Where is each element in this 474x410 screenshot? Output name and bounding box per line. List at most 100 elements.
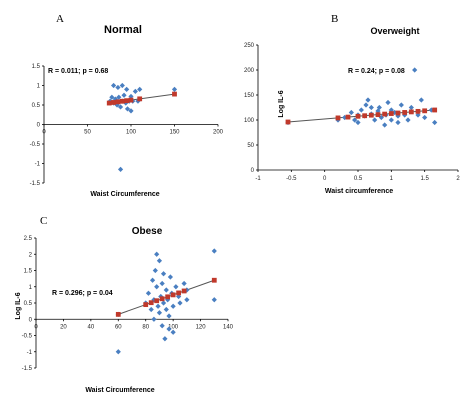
panel-a-y-tick-label: 0.5: [32, 103, 41, 109]
panel-c-data-point: [155, 303, 161, 309]
panel-b-data-point: [405, 117, 411, 123]
panel-b-x-tick-label: -1: [255, 176, 261, 182]
panel-b-fit-marker: [422, 108, 428, 114]
panel-c-x-tick-label: 60: [115, 324, 122, 330]
panel-b-data-point: [348, 109, 354, 116]
panel-b-data-point: [355, 119, 361, 126]
panel-b-data-point: [352, 117, 358, 123]
panel-b-x-tick-label: 1.5: [420, 176, 429, 182]
panel-b-x-tick-label: 0: [323, 176, 327, 182]
panel-a-x-tick-label: 150: [169, 130, 180, 136]
panel-c-data-point: [184, 297, 190, 303]
panel-c-data-point: [167, 274, 173, 280]
panel-a-y-tick-label: -1: [35, 162, 41, 168]
panel-c-fit-marker: [181, 288, 187, 294]
panel-c-fit-marker: [154, 298, 160, 304]
panel-b-x-tick-label: 1: [390, 176, 394, 182]
panel-a-data-point: [128, 108, 134, 114]
panel-c-fit-marker: [159, 296, 165, 302]
panel-b: B Overweight R = 0.24; p = 0.08 Waist ci…: [244, 13, 460, 195]
panel-c-data-point: [162, 336, 168, 342]
panel-c-data-point: [160, 271, 167, 277]
panel-c-annotation: R = 0.296; p = 0.04: [52, 290, 113, 297]
panel-c-y-tick-label: 1.5: [24, 269, 33, 275]
panel-c-x-tick-label: 120: [196, 324, 207, 330]
panel-c-y-tick-label: -0.5: [22, 334, 33, 340]
panel-c-data-point: [145, 290, 152, 296]
panel-c-x-tick-label: 0: [34, 324, 38, 330]
panel-b-title: Overweight: [370, 26, 419, 36]
panel-a-y-tick-label: -0.5: [30, 142, 41, 148]
panel-c-data-point: [166, 326, 172, 332]
panel-b-letter: B: [331, 13, 338, 25]
panel-c-y-tick-label: 0.5: [24, 301, 33, 307]
panel-b-data-point: [382, 122, 388, 128]
panel-c-data-point: [170, 329, 176, 335]
panel-c-x-tick-label: 40: [88, 324, 95, 330]
panel-b-data-point: [432, 119, 438, 126]
panel-c-data-point: [170, 303, 176, 309]
panel-c: C Obese R = 0.296; p = 0.04 Waist Circum…: [15, 215, 234, 394]
panel-b-data-point: [412, 67, 418, 73]
panel-a-fit-marker: [124, 98, 130, 104]
panel-a-data-point: [114, 102, 120, 108]
panel-c-x-tick-label: 80: [142, 324, 149, 330]
panel-b-fit-marker: [355, 113, 361, 119]
panel-b-y-tick-label: 100: [244, 118, 255, 124]
panel-c-data-point: [160, 300, 167, 306]
panel-b-data-point: [392, 109, 398, 116]
panel-c-fit-marker: [176, 290, 182, 296]
panel-c-y-tick-label: 0: [29, 317, 33, 323]
panel-b-fit-marker: [335, 115, 341, 121]
panel-b-data-point: [363, 102, 369, 108]
panel-a-fit-marker: [111, 100, 116, 105]
panel-c-y-tick-label: 2: [29, 252, 33, 258]
panel-a-fit-marker: [172, 91, 177, 97]
panel-a-fit-marker: [128, 97, 134, 103]
panel-a-x-tick-label: 0: [42, 130, 46, 136]
panel-c-data-point: [181, 280, 187, 287]
panel-b-ylabel: Log IL-6: [278, 90, 285, 117]
panel-b-fit-marker: [432, 107, 438, 113]
panel-c-data-point: [159, 280, 165, 287]
panel-c-x-tick-label: 20: [60, 324, 67, 330]
panel-b-fit-marker: [362, 113, 368, 119]
panel-a-fit-marker: [137, 96, 143, 102]
panel-c-data-point: [163, 306, 169, 313]
panel-c-fit-marker: [211, 277, 217, 283]
panel-c-letter: C: [40, 215, 47, 227]
panel-a-fit-marker: [119, 98, 125, 104]
panel-a-data-point: [111, 82, 117, 89]
panel-a-data-point: [171, 86, 178, 92]
panel-a-fit-marker: [115, 99, 121, 105]
panel-a-data-point: [124, 86, 130, 92]
panel-b-data-point: [418, 97, 424, 103]
panel-a-y-tick-label: 0: [37, 123, 41, 129]
panel-c-data-point: [173, 284, 179, 290]
panel-c-data-point: [211, 248, 217, 254]
panel-b-y-tick-label: 0: [251, 168, 255, 174]
panel-c-data-point: [177, 300, 183, 306]
panel-b-fit-marker: [408, 109, 414, 115]
panel-b-data-point: [365, 97, 371, 103]
panel-b-fit-marker: [395, 110, 401, 116]
panel-b-annotation: R = 0.24; p = 0.08: [348, 68, 405, 75]
panel-b-fit-marker: [368, 112, 374, 118]
panel-b-data-point: [422, 114, 428, 121]
panel-c-data-point: [156, 310, 163, 316]
panel-b-data-point: [372, 117, 378, 123]
panel-b-x-tick-label: 2: [456, 176, 460, 182]
panel-c-data-point: [159, 323, 165, 329]
panel-b-fit-marker: [402, 110, 408, 115]
panel-b-fit-marker: [375, 112, 381, 118]
panel-b-data-point: [385, 99, 391, 106]
panel-b-data-point: [358, 107, 364, 113]
panel-a-x-tick-label: 200: [213, 130, 224, 136]
panel-b-data-point: [388, 117, 394, 123]
panel-c-fit-marker: [115, 311, 121, 317]
panel-b-data-point: [428, 107, 434, 113]
panel-c-data-point: [152, 267, 158, 274]
panel-a-data-point: [117, 104, 124, 110]
panel-a-annotation: R = 0.011; p = 0.68: [48, 68, 108, 75]
